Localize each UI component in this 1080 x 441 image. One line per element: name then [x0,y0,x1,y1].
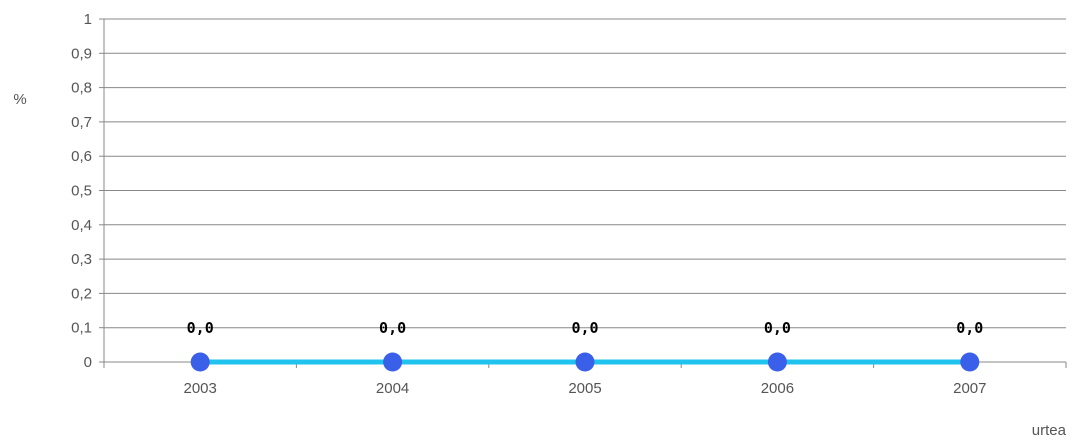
y-tick-label: 0,7 [71,114,92,131]
y-tick-label: 0,2 [71,285,92,302]
data-label: 0,0 [379,319,406,337]
x-tick-label: 2006 [761,380,794,397]
y-axis-title: % [13,91,26,108]
data-labels: 0,0 0,0 0,0 0,0 0,0 [187,319,984,337]
data-point [190,352,210,372]
y-tick-label: 0,8 [71,80,92,97]
y-tick-label: 0,5 [71,183,92,200]
gridlines [104,18,1066,329]
data-point [767,352,787,372]
y-tick-label: 0,1 [71,320,92,337]
y-tick-label: 0,9 [71,45,92,62]
data-point [960,352,980,372]
series [190,352,980,372]
y-tick-label: 0 [84,354,92,371]
data-label: 0,0 [764,319,791,337]
x-tick-label: 2003 [184,380,217,397]
x-tick-label: 2007 [953,380,986,397]
data-label: 0,0 [571,319,598,337]
x-tick-label: 2004 [376,380,409,397]
data-label: 0,0 [187,319,214,337]
data-point [383,352,403,372]
y-tick-label: 0,4 [71,217,92,234]
y-tick-label: 0,6 [71,148,92,165]
x-axis-title: urtea [1032,422,1067,439]
x-tick-labels: 2003 2004 2005 2006 2007 [184,380,987,397]
y-tick-label: 1 [84,11,92,28]
data-label: 0,0 [956,319,983,337]
y-tick-labels: 0 0,1 0,2 0,3 0,4 0,5 0,6 0,7 0,8 0,9 1 [71,11,92,371]
x-tick-label: 2005 [568,380,601,397]
y-tick-label: 0,3 [71,251,92,268]
data-point [575,352,595,372]
axes [99,18,1067,368]
